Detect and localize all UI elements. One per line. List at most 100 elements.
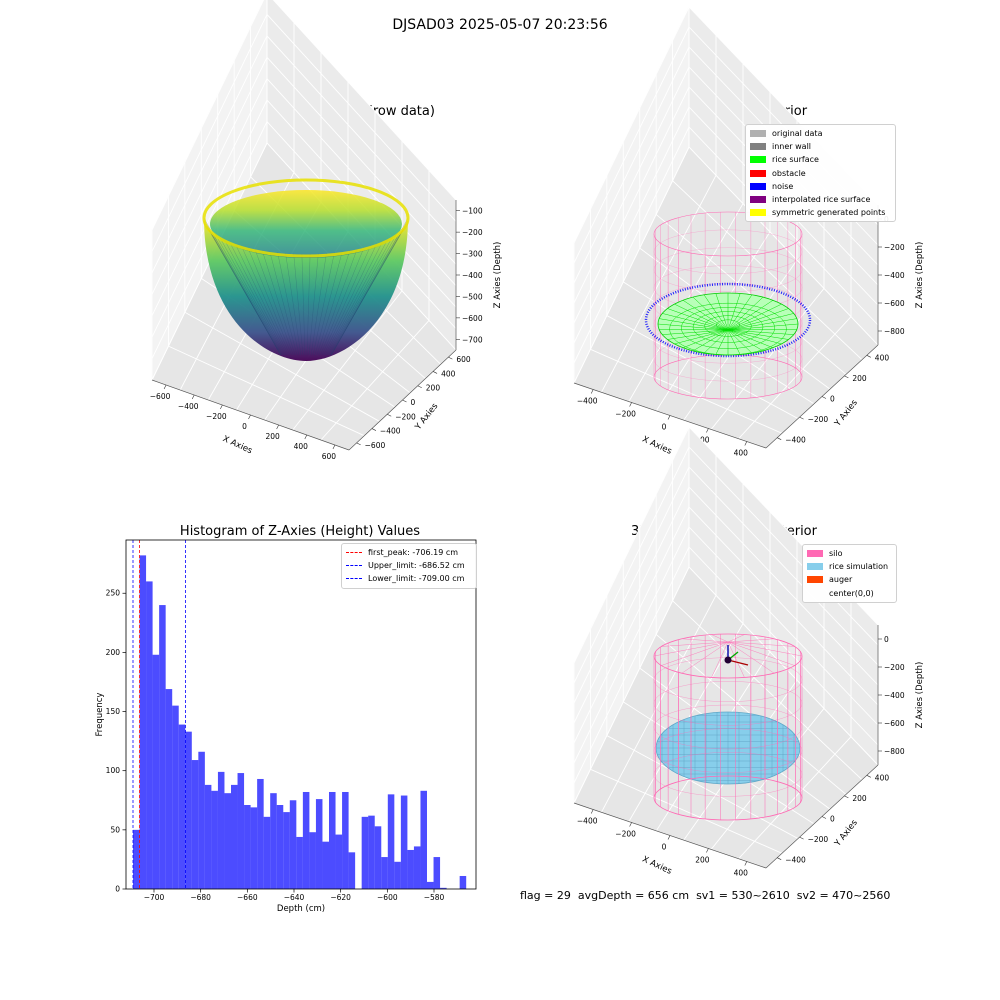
simulation-silo-roof-line xyxy=(727,638,775,643)
classify-x-tick xyxy=(590,389,594,394)
simulation-y-tick xyxy=(844,795,849,799)
raw-x-axis-label: X Axies xyxy=(221,434,254,457)
legend-label: Lower_limit: -709.00 cm xyxy=(368,574,465,584)
simulation-silo-ring xyxy=(653,681,803,726)
raw-data-3d-plot: −600−400−2000200400600−600−400−200020040… xyxy=(150,0,503,461)
simulation-silo-ring xyxy=(653,752,803,797)
simulation-legend-item: silo xyxy=(807,547,892,560)
classify-y-tick xyxy=(844,375,849,379)
classify-z-axis-label: Z Axies (Depth) xyxy=(915,242,925,309)
avg-depth-value: avgDepth = 656 cm xyxy=(577,889,690,902)
simulation-y-tick-label: 0 xyxy=(830,815,835,824)
classify-y-tick-label: −200 xyxy=(808,415,829,424)
raw-bowl-surface xyxy=(204,218,408,361)
histogram-x-tick-label: −620 xyxy=(330,893,351,902)
raw-wall-gridline xyxy=(151,0,457,231)
classify-x-tick xyxy=(706,428,709,433)
sv2-value: sv2 = 470~2560 xyxy=(796,889,891,902)
raw-bowl-meridian xyxy=(314,251,343,356)
legend-swatch xyxy=(807,590,823,597)
raw-bowl-meridian xyxy=(206,226,282,356)
simulation-silo-roof-line xyxy=(711,641,729,678)
raw-bowl-meridian xyxy=(209,229,282,356)
histogram-legend-item: first_peak: -706.19 cm xyxy=(346,546,472,559)
raw-bowl-meridian xyxy=(269,251,298,356)
histogram-bar xyxy=(191,760,199,889)
raw-bowl-meridian xyxy=(204,220,281,356)
histogram-x-tick-label: −660 xyxy=(237,893,258,902)
histogram-bar xyxy=(263,816,271,889)
classify-rice-ring xyxy=(692,311,764,343)
simulation-legend-item: auger xyxy=(807,573,892,586)
histogram-bar xyxy=(420,790,427,889)
raw-bowl-meridian xyxy=(324,241,383,356)
histogram-legend: first_peak: -706.19 cm Upper_limit: -686.… xyxy=(341,543,477,589)
raw-bowl-meridian xyxy=(331,220,408,356)
figure-title: DJSAD03 2025-05-07 20:23:56 xyxy=(392,17,608,33)
sv1-value: sv1 = 530~2610 xyxy=(696,889,790,902)
raw-x-tick-label: 0 xyxy=(242,422,247,431)
simulation-floor-gridline xyxy=(601,595,717,813)
raw-x-tick-label: 200 xyxy=(265,432,280,441)
simulation-z-axis-label: Z Axies (Depth) xyxy=(915,662,925,729)
raw-bowl-meridian xyxy=(331,217,409,356)
simulation-silo-roof-line xyxy=(661,641,729,647)
histogram-x-tick-label: −700 xyxy=(144,893,165,902)
simulation-legend-item: rice simulation xyxy=(807,560,892,573)
raw-x-tick xyxy=(276,424,279,430)
classify-legend: original data inner wall rice surface obsta… xyxy=(745,124,896,223)
histogram-bar xyxy=(348,852,356,889)
simulation-floor-gridline xyxy=(606,735,799,839)
classify-x-tick-label: −400 xyxy=(577,397,598,406)
raw-x-tick xyxy=(332,444,336,450)
histogram-bar xyxy=(329,791,336,889)
simulation-z-tick-label: −400 xyxy=(884,691,905,700)
histogram-bar xyxy=(133,829,140,889)
raw-y-tick-label: 600 xyxy=(456,355,471,364)
raw-z-axis-label: Z Axies (Depth) xyxy=(493,242,503,309)
raw-y-tick-label: −400 xyxy=(380,427,401,436)
histogram-bar xyxy=(178,724,186,889)
raw-y-tick xyxy=(402,399,407,403)
histogram-bar xyxy=(231,784,238,889)
legend-label: inner wall xyxy=(772,142,812,152)
raw-y-axis-label: Y Axies xyxy=(413,401,441,433)
classify-y-tick xyxy=(799,416,804,420)
raw-z-tick-label: −600 xyxy=(462,314,483,323)
simulation-y-tick-label: 200 xyxy=(852,794,867,803)
histogram-bar xyxy=(165,689,173,889)
raw-bowl-meridian xyxy=(310,253,327,356)
histogram-x-axis-label: Depth (cm) xyxy=(277,904,325,914)
raw-z-tick-label: −500 xyxy=(462,292,483,301)
simulation-y-tick xyxy=(866,775,871,778)
classify-z-tick-label: −200 xyxy=(884,243,905,252)
status-line: flag = 29 avgDepth = 656 cm sv1 = 530~26… xyxy=(520,889,890,902)
classify-x-tick xyxy=(744,441,748,446)
classify-x-tick-label: 400 xyxy=(734,449,749,458)
simulation-x-tick-label: −400 xyxy=(577,817,598,826)
raw-y-tick-label: −600 xyxy=(365,441,386,450)
histogram-bar xyxy=(172,705,179,889)
simulation-y-tick xyxy=(799,836,804,840)
simulation-silo-roof-line xyxy=(681,641,729,674)
simulation-legend-item: center(0,0) xyxy=(807,587,892,600)
raw-x-tick xyxy=(304,434,308,440)
classify-x-tick-label: −200 xyxy=(615,410,636,419)
histogram-y-axis-label: Frequency xyxy=(95,693,105,737)
legend-line-sample xyxy=(346,578,362,580)
histogram-bar xyxy=(394,861,401,889)
histogram-bar xyxy=(250,807,258,889)
simulation-silo-roof-line xyxy=(727,641,775,674)
simulation-x-axis-label: X Axies xyxy=(641,855,674,878)
histogram-bar xyxy=(302,791,310,889)
classify-z-tick-label: −400 xyxy=(884,271,905,280)
classify-floor-gridline xyxy=(688,146,879,346)
raw-bowl-meridian xyxy=(331,223,407,356)
raw-y-tick xyxy=(448,356,453,360)
histogram-bar xyxy=(237,773,245,889)
histogram-bar xyxy=(427,881,434,889)
classify-x-tick-label: 0 xyxy=(662,423,667,432)
histogram-bar xyxy=(335,834,343,889)
classify-y-tick-label: 0 xyxy=(830,395,835,404)
simulation-silo-roof-line xyxy=(727,641,795,666)
